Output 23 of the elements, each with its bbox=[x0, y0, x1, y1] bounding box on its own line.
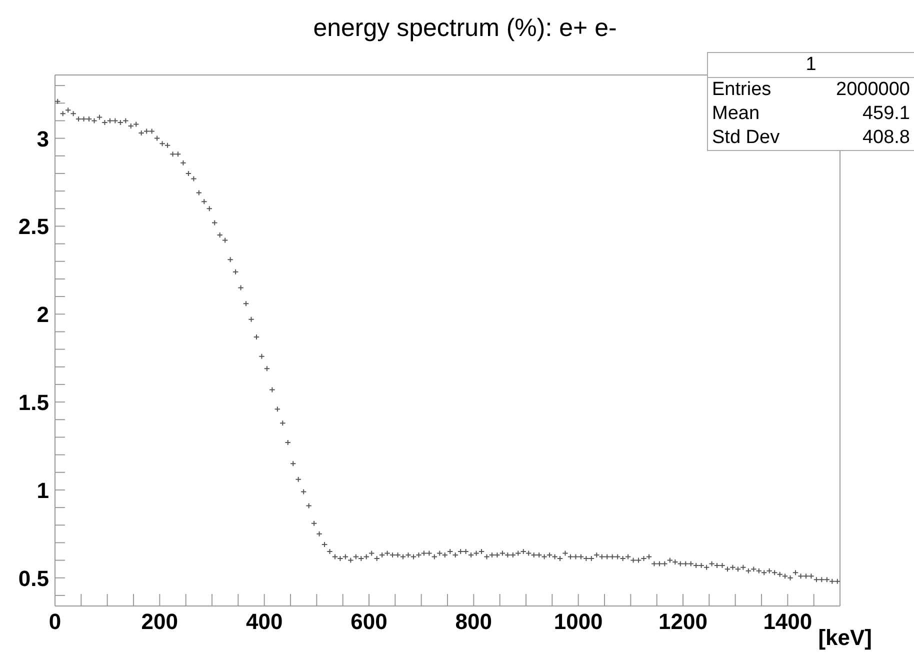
annotation: Std Dev bbox=[712, 126, 780, 150]
x-axis-title: [keV] bbox=[818, 625, 872, 651]
x-tick-label: 0 bbox=[48, 609, 62, 634]
x-tick-label: 1200 bbox=[658, 609, 708, 634]
x-tick-label: 600 bbox=[350, 609, 388, 634]
x-tick-label: 400 bbox=[246, 609, 283, 634]
y-tick-label: 2.5 bbox=[18, 214, 49, 240]
x-tick-label: 1400 bbox=[763, 609, 812, 634]
y-tick-label: 1 bbox=[36, 478, 49, 503]
text: 459.1 bbox=[862, 102, 910, 126]
annotation: Mean bbox=[712, 102, 760, 126]
y-tick-label: 3 bbox=[36, 126, 49, 152]
annotation: Entries bbox=[712, 78, 772, 102]
chart-title: energy spectrum (%): e+ e- bbox=[312, 14, 618, 43]
text: 408.8 bbox=[862, 126, 910, 150]
x-tick-label: 800 bbox=[455, 609, 492, 634]
y-tick-label: 1.5 bbox=[18, 390, 49, 416]
x-tick-label: 1000 bbox=[554, 609, 603, 634]
y-tick-label: 2 bbox=[36, 302, 49, 328]
x-tick-label: 200 bbox=[141, 609, 178, 634]
y-tick-label: 0.5 bbox=[18, 566, 49, 591]
annotation: 1 bbox=[708, 53, 914, 78]
annotation: 2000000 bbox=[836, 78, 910, 102]
